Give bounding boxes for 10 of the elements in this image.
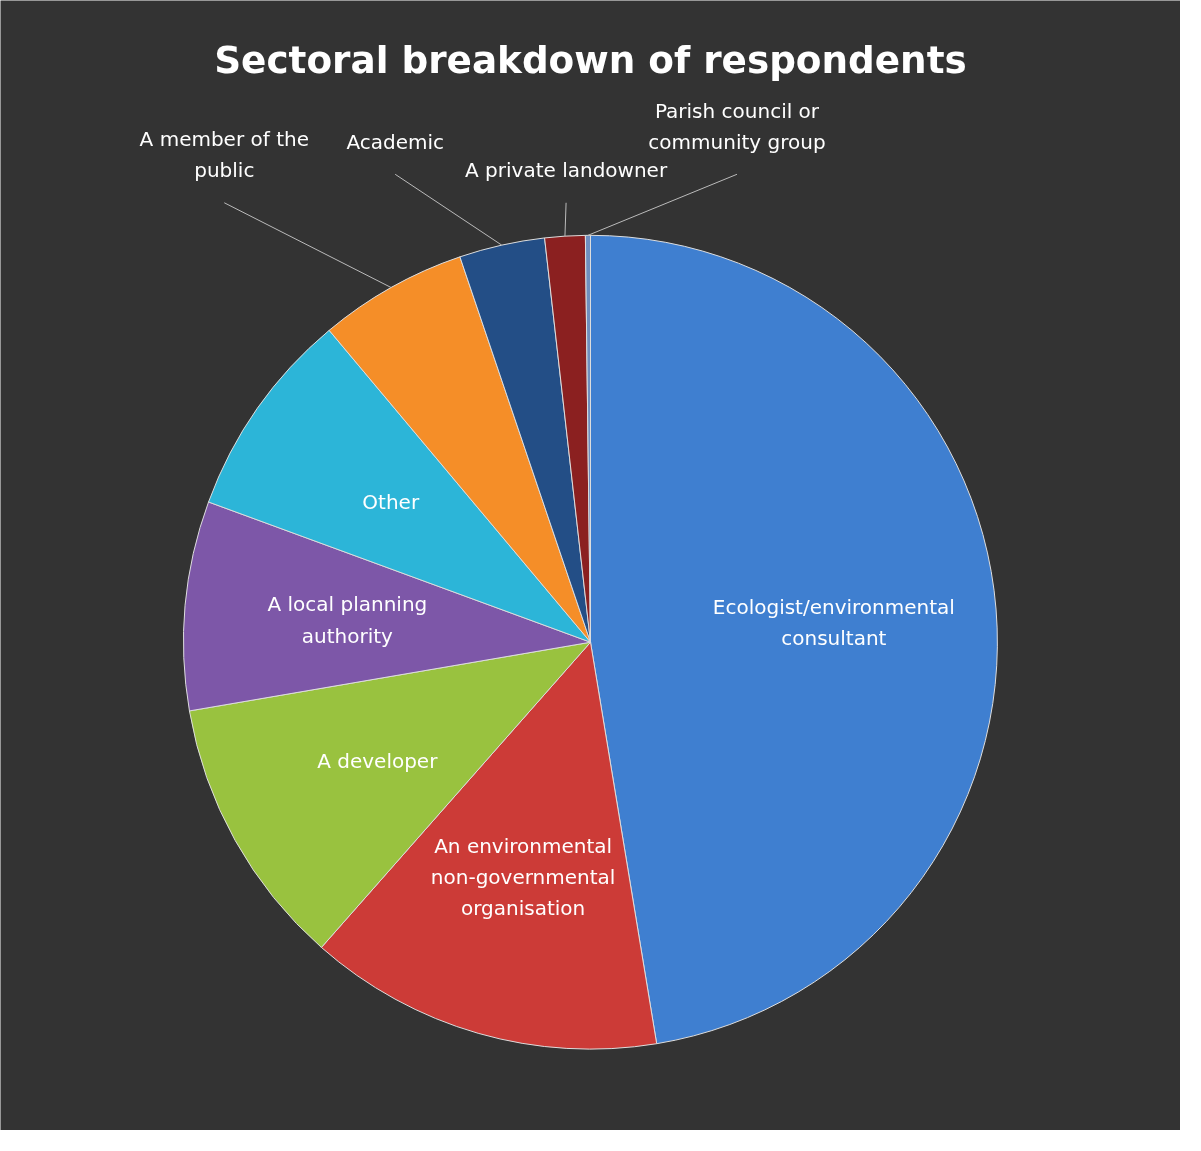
chart-title: Sectoral breakdown of respondents <box>214 38 967 83</box>
slice-label: Parish council or community group <box>648 98 826 154</box>
slice-label: An environmental non-governmental organisation <box>430 833 616 921</box>
slice-label: A member of the public <box>139 127 309 183</box>
slice-label: Other <box>362 489 420 514</box>
slice-label: Academic <box>346 129 445 154</box>
slice-label: Ecologist/environmental consultant <box>712 594 955 650</box>
slice-label: A developer <box>317 749 439 774</box>
slice-label: A local planning authority <box>267 592 428 648</box>
slice-label: A private landowner <box>465 158 668 183</box>
